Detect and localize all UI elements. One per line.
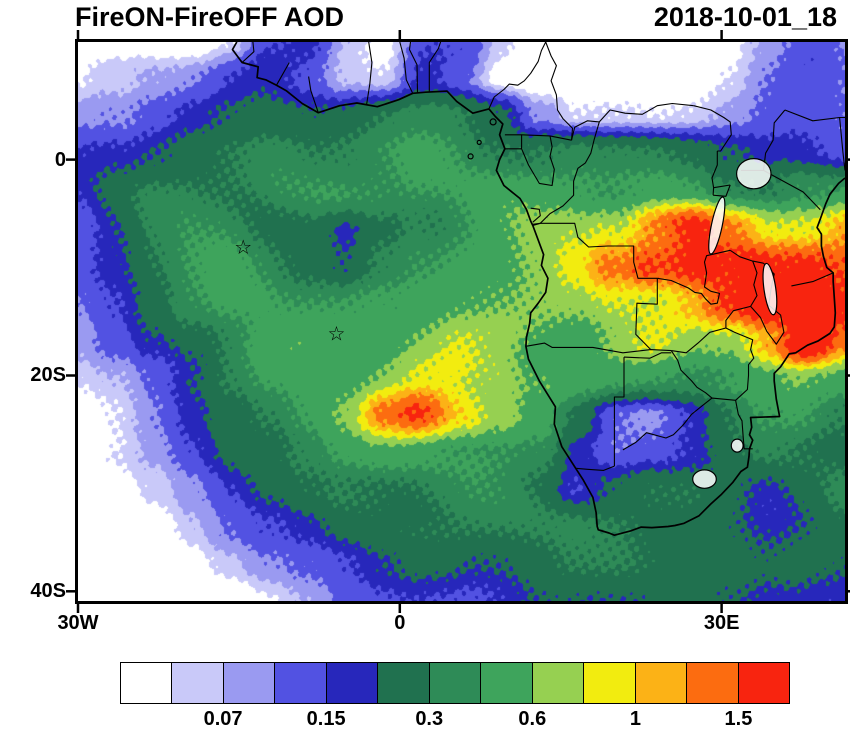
x-axis-label: 30E (703, 612, 740, 634)
country-border (521, 134, 572, 141)
lake-outline (730, 438, 744, 453)
country-border (521, 135, 555, 187)
country-border (570, 102, 694, 141)
country-border (308, 76, 319, 113)
y-axis-label: 0 (54, 148, 66, 171)
country-border (671, 260, 758, 354)
colorbar (120, 662, 790, 704)
colorbar-tick-label: 0.07 (203, 708, 243, 730)
country-border (241, 41, 255, 63)
country-border (504, 134, 523, 150)
lake-outline (692, 469, 717, 489)
island-outline (476, 139, 482, 146)
country-border (729, 249, 764, 264)
plot-title: FireON-FireOFF AOD (75, 2, 345, 32)
country-border (693, 105, 732, 152)
lake-outline (708, 196, 726, 255)
country-border (711, 151, 718, 196)
colorbar-tick-label: 0.3 (415, 708, 444, 730)
island-outline (467, 153, 474, 160)
country-border (399, 41, 414, 94)
colorbar-cell (686, 663, 738, 703)
colorbar-cell (428, 663, 481, 703)
colorbar-tick-label: 0.15 (306, 708, 346, 730)
map-frame: ☆ ☆ (66, 30, 850, 613)
country-border (545, 41, 574, 141)
africa-coastline (231, 41, 846, 537)
country-border (784, 109, 845, 122)
country-border (428, 41, 442, 92)
country-border (276, 62, 290, 86)
colorbar-cell (325, 663, 378, 703)
country-border (635, 278, 658, 350)
colorbar-tick-label: 0.6 (518, 708, 547, 730)
y-axis-label: 20S (30, 364, 66, 387)
island-outline (489, 118, 497, 126)
country-border (525, 342, 672, 354)
country-border (713, 184, 731, 189)
station-marker-star: ☆ (328, 321, 346, 345)
colorbar-cell (634, 663, 687, 703)
country-border (839, 117, 846, 171)
x-axis-label: 0 (394, 612, 406, 634)
country-border (488, 41, 547, 110)
colorbar-cell (531, 663, 584, 703)
colorbar-cell (480, 663, 532, 703)
country-border (530, 207, 541, 223)
country-border (408, 41, 419, 93)
colorbar-tick-label: 1.5 (724, 708, 753, 730)
lake-outline (762, 262, 778, 316)
colorbar-cell (121, 663, 172, 703)
plot-date: 2018-10-01_18 (653, 2, 837, 32)
lake-outline (735, 157, 772, 190)
aod-field-canvas (78, 42, 845, 601)
country-border (366, 41, 373, 105)
country-border (791, 272, 834, 287)
colorbar-cell (171, 663, 223, 703)
colorbar-cell (274, 663, 326, 703)
country-border (762, 109, 786, 171)
colorbar-cell (377, 663, 429, 703)
country-border (622, 397, 736, 451)
colorbar-tick-label: 1 (629, 708, 641, 730)
country-border (735, 400, 753, 450)
country-border (670, 350, 713, 399)
x-axis-label: 30W (57, 612, 99, 634)
country-border (575, 465, 615, 471)
country-border (532, 222, 658, 279)
y-axis-label: 40S (30, 580, 66, 603)
country-border (657, 249, 731, 305)
country-border (531, 121, 600, 225)
country-border (763, 169, 821, 211)
colorbar-cell (222, 663, 275, 703)
country-border (725, 327, 755, 401)
map-overlay: ☆☆ (66, 30, 850, 613)
country-border (713, 184, 731, 197)
colorbar-cell (737, 663, 790, 703)
station-marker-star: ☆ (234, 235, 252, 259)
colorbar-cell (583, 663, 635, 703)
country-border (613, 357, 625, 467)
country-border (623, 352, 672, 359)
